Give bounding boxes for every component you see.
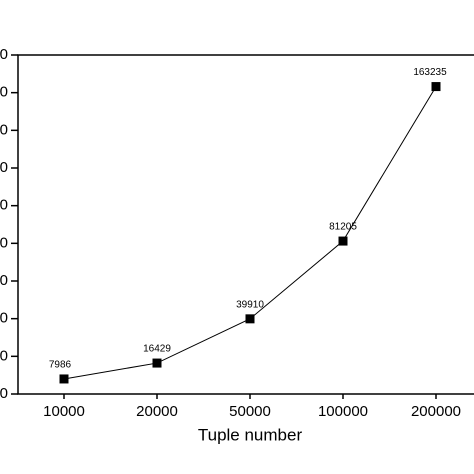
y-tick-label: 0 (0, 46, 8, 63)
x-tick-label: 20000 (136, 403, 178, 420)
y-tick-label: 0 (0, 310, 8, 327)
x-axis-title: Tuple number (198, 425, 303, 444)
x-tick-label: 50000 (229, 403, 271, 420)
y-tick-label: 0 (0, 385, 8, 402)
marker (59, 374, 69, 384)
x-tick-label: 200000 (411, 403, 461, 420)
marker (152, 358, 162, 368)
marker (338, 236, 348, 246)
data-label: 39910 (236, 299, 264, 310)
y-tick-label: 0 (0, 121, 8, 138)
line (63, 86, 437, 380)
y-tick-label: 0 (0, 347, 8, 364)
y-tick-label: 0 (0, 197, 8, 214)
y-tick-label: 0 (0, 159, 8, 176)
data-label: 16429 (143, 344, 171, 355)
data-label: 7986 (49, 360, 72, 371)
y-tick-label: 0 (0, 272, 8, 289)
data-label: 163235 (413, 67, 447, 78)
x-tick-label: 100000 (318, 403, 368, 420)
axis-frame (17, 54, 474, 395)
x-tick-label: 10000 (43, 403, 85, 420)
marker (245, 314, 255, 324)
y-tick-label: 0 (0, 234, 8, 251)
y-tick-label: 0 (0, 84, 8, 101)
data-label: 81205 (329, 222, 357, 233)
marker (431, 82, 441, 92)
